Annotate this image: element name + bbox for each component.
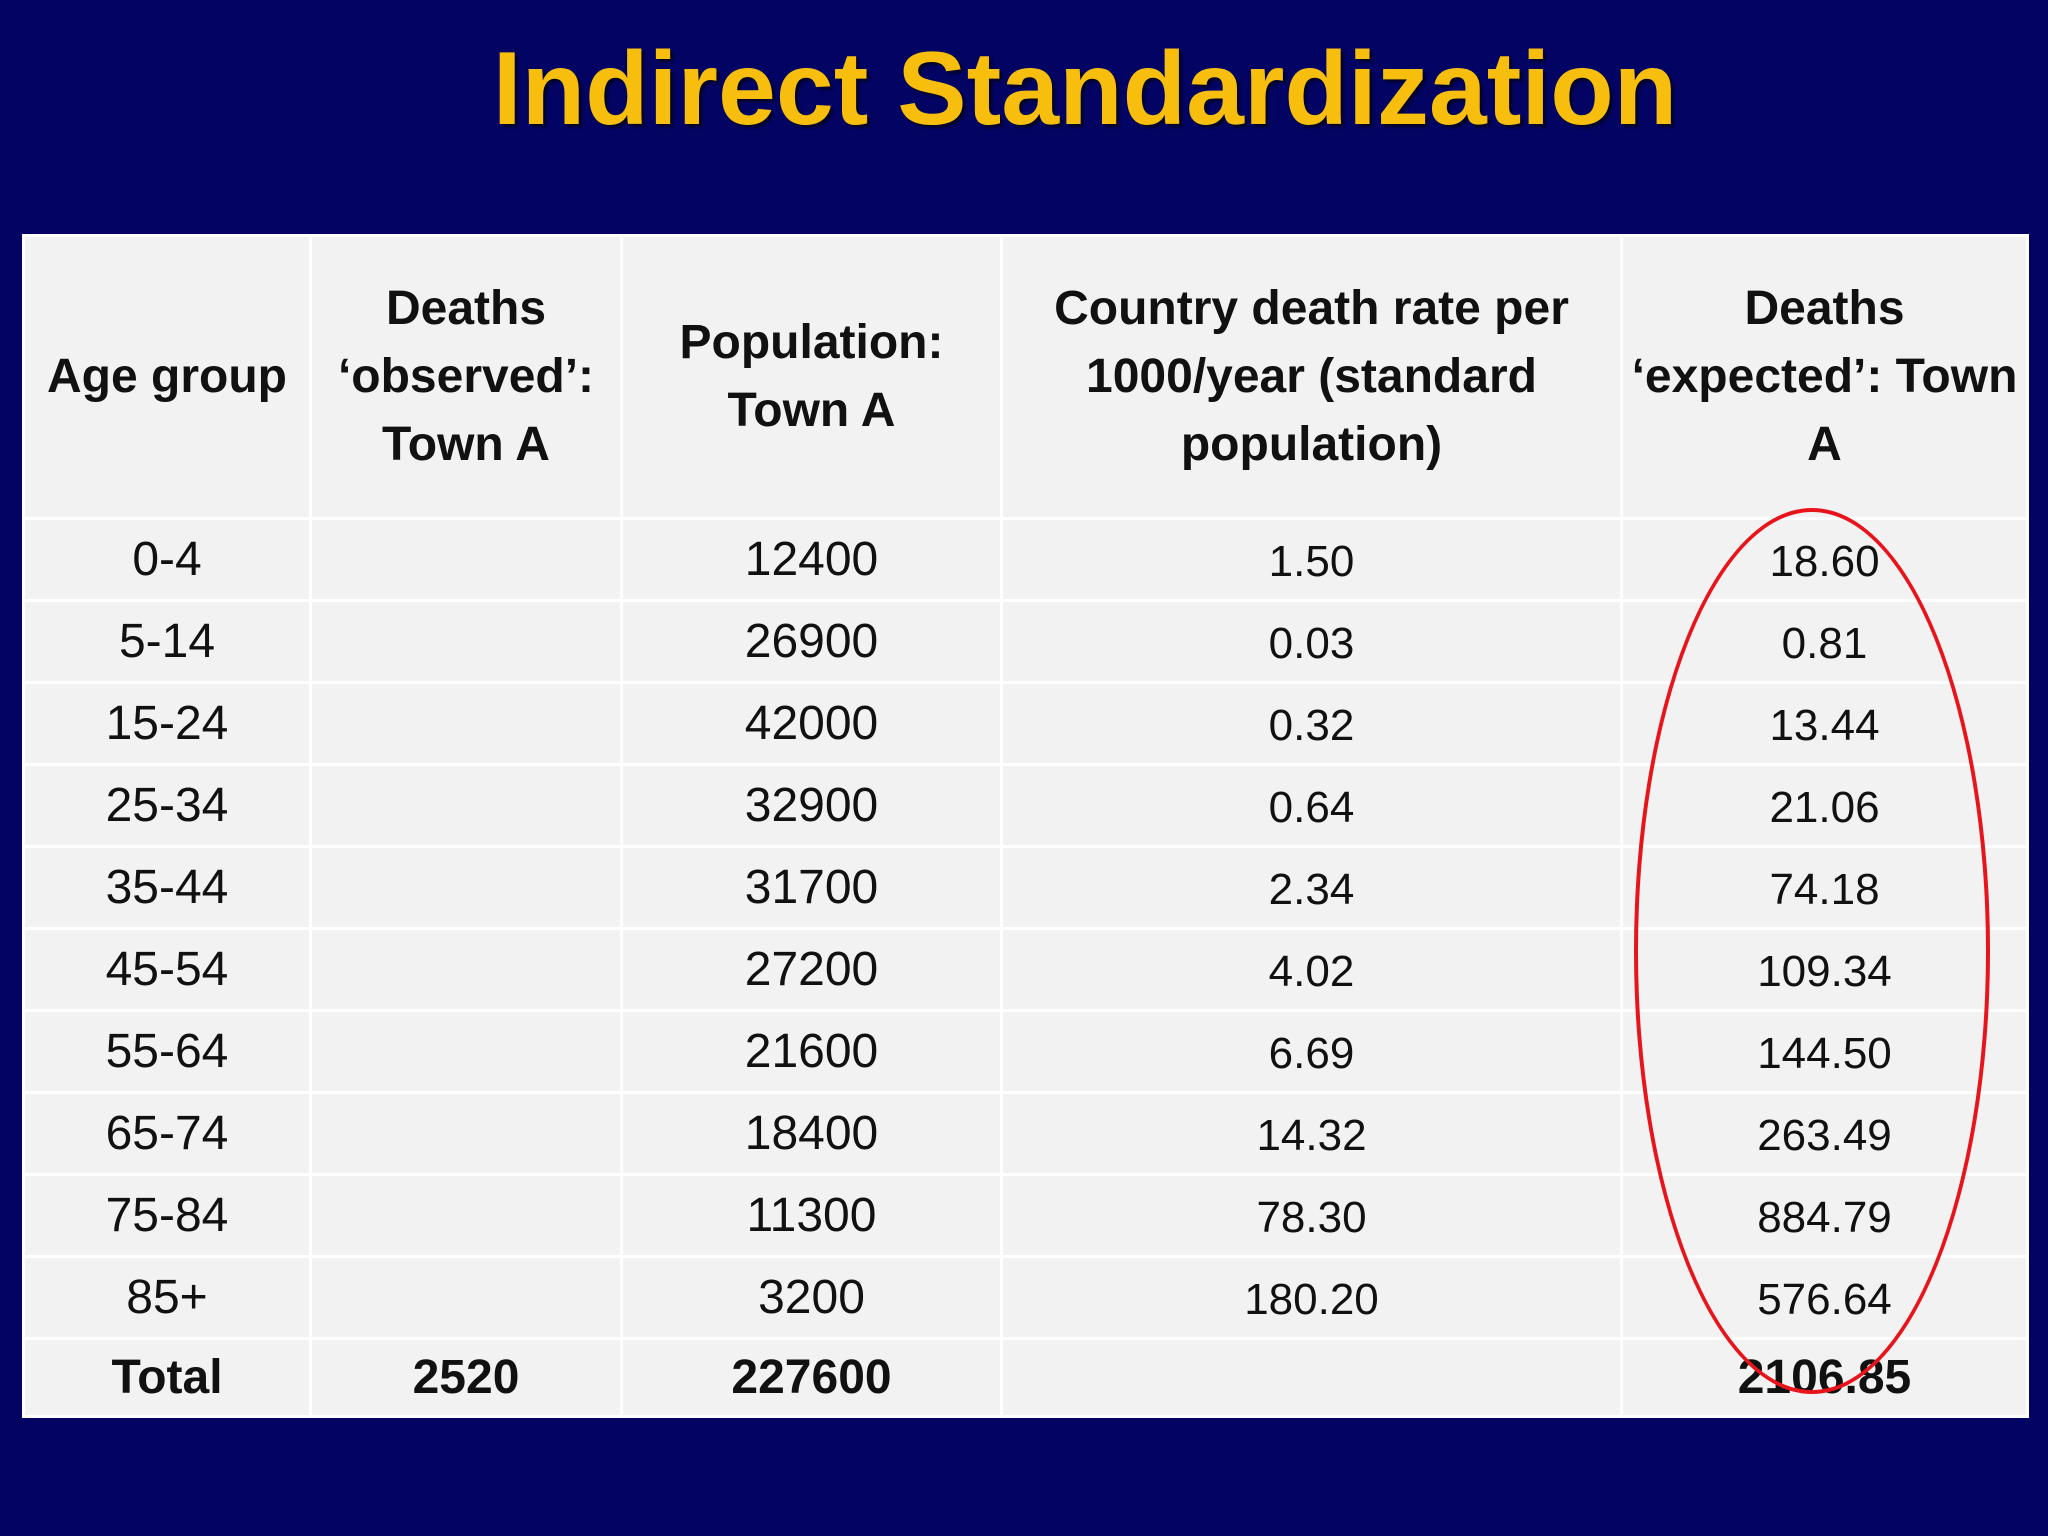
table-row: 75-84 11300 78.30 884.79 bbox=[22, 1173, 2029, 1258]
observed-cell bbox=[309, 845, 623, 930]
expected-cell: 18.60 bbox=[1620, 517, 2029, 602]
expected-cell: 21.06 bbox=[1620, 763, 2029, 848]
standardization-table: Age group Deaths ‘observed’: Town A Popu… bbox=[22, 234, 2029, 1418]
age-cell: 65-74 bbox=[22, 1091, 312, 1176]
header-deaths-observed: Deaths ‘observed’: Town A bbox=[309, 234, 623, 520]
population-cell: 26900 bbox=[620, 599, 1003, 684]
header-age-group-label: Age group bbox=[47, 350, 287, 403]
observed-cell bbox=[309, 927, 623, 1012]
table-row: 5-14 26900 0.03 0.81 bbox=[22, 599, 2029, 684]
expected-cell: 144.50 bbox=[1620, 1009, 2029, 1094]
rate-cell: 0.64 bbox=[1000, 763, 1623, 848]
age-cell: 45-54 bbox=[22, 927, 312, 1012]
rate-cell: 0.03 bbox=[1000, 599, 1623, 684]
population-cell: 18400 bbox=[620, 1091, 1003, 1176]
rate-cell: 180.20 bbox=[1000, 1255, 1623, 1340]
table-row: 85+ 3200 180.20 576.64 bbox=[22, 1255, 2029, 1340]
header-age-group: Age group bbox=[22, 234, 312, 520]
observed-cell bbox=[309, 1009, 623, 1094]
header-deaths-expected: Deaths ‘expected’: Town A bbox=[1620, 234, 2029, 520]
expected-cell: 13.44 bbox=[1620, 681, 2029, 766]
age-cell: 75-84 bbox=[22, 1173, 312, 1258]
slide-title: Indirect Standardization bbox=[492, 31, 1678, 147]
population-cell: 32900 bbox=[620, 763, 1003, 848]
expected-cell: 74.18 bbox=[1620, 845, 2029, 930]
header-population-label: Population: Town A bbox=[679, 316, 944, 437]
age-cell: 15-24 bbox=[22, 681, 312, 766]
total-population: 227600 bbox=[620, 1337, 1003, 1418]
rate-cell: 4.02 bbox=[1000, 927, 1623, 1012]
age-cell: 55-64 bbox=[22, 1009, 312, 1094]
observed-cell bbox=[309, 1091, 623, 1176]
observed-cell bbox=[309, 1173, 623, 1258]
total-row: Total 2520 227600 2106.85 bbox=[22, 1337, 2029, 1418]
population-cell: 42000 bbox=[620, 681, 1003, 766]
expected-cell: 0.81 bbox=[1620, 599, 2029, 684]
table-row: 0-4 12400 1.50 18.60 bbox=[22, 517, 2029, 602]
table-row: 25-34 32900 0.64 21.06 bbox=[22, 763, 2029, 848]
table-row: 35-44 31700 2.34 74.18 bbox=[22, 845, 2029, 930]
observed-cell bbox=[309, 599, 623, 684]
age-cell: 5-14 bbox=[22, 599, 312, 684]
rate-cell: 78.30 bbox=[1000, 1173, 1623, 1258]
total-expected: 2106.85 bbox=[1620, 1337, 2029, 1418]
observed-cell bbox=[309, 681, 623, 766]
age-cell: 25-34 bbox=[22, 763, 312, 848]
rate-cell: 6.69 bbox=[1000, 1009, 1623, 1094]
total-rate bbox=[1000, 1337, 1623, 1418]
age-cell: 85+ bbox=[22, 1255, 312, 1340]
age-cell: 35-44 bbox=[22, 845, 312, 930]
rate-cell: 2.34 bbox=[1000, 845, 1623, 930]
table-row: 55-64 21600 6.69 144.50 bbox=[22, 1009, 2029, 1094]
header-deaths-observed-label: Deaths ‘observed’: Town A bbox=[337, 282, 595, 471]
observed-cell bbox=[309, 1255, 623, 1340]
header-population: Population: Town A bbox=[620, 234, 1003, 520]
expected-cell: 109.34 bbox=[1620, 927, 2029, 1012]
population-cell: 3200 bbox=[620, 1255, 1003, 1340]
header-deaths-expected-label: Deaths ‘expected’: Town A bbox=[1631, 282, 2018, 471]
expected-cell: 263.49 bbox=[1620, 1091, 2029, 1176]
population-cell: 11300 bbox=[620, 1173, 1003, 1258]
expected-cell: 576.64 bbox=[1620, 1255, 2029, 1340]
header-country-rate: Country death rate per 1000/year (standa… bbox=[1000, 234, 1623, 520]
population-cell: 21600 bbox=[620, 1009, 1003, 1094]
table-row: 15-24 42000 0.32 13.44 bbox=[22, 681, 2029, 766]
expected-cell: 884.79 bbox=[1620, 1173, 2029, 1258]
header-row: Age group Deaths ‘observed’: Town A Popu… bbox=[22, 234, 2029, 520]
population-cell: 31700 bbox=[620, 845, 1003, 930]
rate-cell: 1.50 bbox=[1000, 517, 1623, 602]
total-label: Total bbox=[22, 1337, 312, 1418]
age-cell: 0-4 bbox=[22, 517, 312, 602]
observed-cell bbox=[309, 763, 623, 848]
population-cell: 27200 bbox=[620, 927, 1003, 1012]
total-observed: 2520 bbox=[309, 1337, 623, 1418]
rate-cell: 14.32 bbox=[1000, 1091, 1623, 1176]
header-country-rate-label: Country death rate per 1000/year (standa… bbox=[1054, 282, 1569, 471]
observed-cell bbox=[309, 517, 623, 602]
rate-cell: 0.32 bbox=[1000, 681, 1623, 766]
population-cell: 12400 bbox=[620, 517, 1003, 602]
table-row: 65-74 18400 14.32 263.49 bbox=[22, 1091, 2029, 1176]
table-row: 45-54 27200 4.02 109.34 bbox=[22, 927, 2029, 1012]
